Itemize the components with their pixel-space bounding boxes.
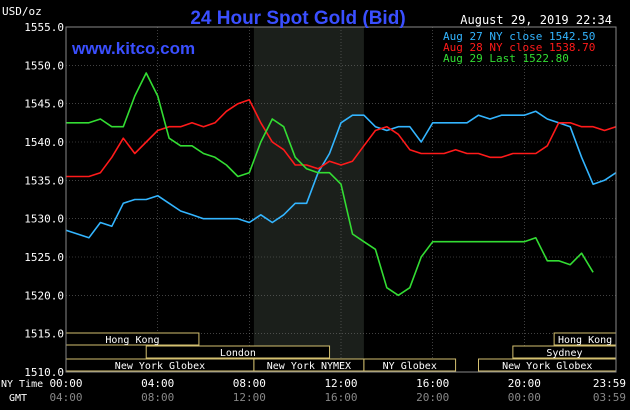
session-label: New York Globex bbox=[115, 361, 205, 372]
ny-time-tick-label: 23:59 bbox=[593, 377, 626, 390]
session-label: NY Globex bbox=[383, 361, 437, 372]
ny-time-tick-label: 08:00 bbox=[233, 377, 266, 390]
axis-layer: 1555.0 1550.0 1545.0 1540.0 1535.0 1530.0 1525… bbox=[24, 21, 626, 404]
ny-time-tick-label: 12:00 bbox=[324, 377, 357, 390]
chart-title: 24 Hour Spot Gold (Bid) bbox=[190, 8, 405, 29]
y-tick-label: 1550.0 bbox=[24, 59, 64, 72]
source-watermark: www.kitco.com bbox=[71, 39, 195, 58]
chart-timestamp: August 29, 2019 22:34 bbox=[460, 13, 612, 27]
legend-entry-aug27: Aug 27 NY close 1542.50 bbox=[443, 30, 595, 43]
ny-time-tick-label: 16:00 bbox=[416, 377, 449, 390]
y-tick-label: 1530.0 bbox=[24, 213, 64, 226]
nymex-shade-layer bbox=[253, 27, 364, 372]
gmt-tick-label: 03:59 bbox=[593, 391, 626, 404]
ny-time-tick-label: 20:00 bbox=[508, 377, 541, 390]
session-bar bbox=[363, 358, 457, 372]
gmt-axis-label: GMT bbox=[9, 393, 27, 404]
gmt-tick-label: 12:00 bbox=[233, 391, 266, 404]
legend: Aug 27 NY close 1542.50 Aug 28 NY close … bbox=[443, 30, 595, 65]
gmt-tick-label: 04:00 bbox=[49, 391, 82, 404]
series-layer bbox=[65, 72, 617, 297]
y-tick-label: 1510.0 bbox=[24, 366, 64, 379]
session-bars-layer: Hong Kong Hong Kong London Sydney New York G… bbox=[65, 332, 617, 372]
y-axis-unit-label: USD/oz bbox=[2, 5, 42, 18]
y-tick-label: 1520.0 bbox=[24, 289, 64, 302]
session-label: Sydney bbox=[546, 348, 582, 359]
series-line-aug-29 bbox=[66, 72, 594, 297]
session-label: Hong Kong bbox=[558, 335, 612, 346]
legend-entry-aug29: Aug 29 Last 1522.80 bbox=[443, 52, 569, 65]
ny-time-tick-label: 04:00 bbox=[141, 377, 174, 390]
gmt-tick-label: 20:00 bbox=[416, 391, 449, 404]
ny-time-tick-label: 00:00 bbox=[49, 377, 82, 390]
series-line-aug-27 bbox=[65, 110, 617, 239]
gmt-tick-label: 08:00 bbox=[141, 391, 174, 404]
nymex-session-shade bbox=[253, 27, 364, 372]
y-tick-label: 1525.0 bbox=[24, 251, 64, 264]
y-tick-label: 1540.0 bbox=[24, 136, 64, 149]
session-label: New York NYMEX bbox=[267, 361, 351, 372]
plot-frame bbox=[65, 26, 617, 373]
grid-layer bbox=[66, 26, 616, 373]
series-line-aug-28 bbox=[66, 99, 617, 178]
y-tick-label: 1555.0 bbox=[24, 21, 64, 34]
session-label: London bbox=[220, 348, 256, 359]
y-tick-label: 1545.0 bbox=[24, 98, 64, 111]
gmt-tick-label: 00:00 bbox=[508, 391, 541, 404]
y-tick-label: 1515.0 bbox=[24, 328, 64, 341]
gmt-tick-label: 16:00 bbox=[324, 391, 357, 404]
legend-entry-aug28: Aug 28 NY close 1538.70 bbox=[443, 41, 595, 54]
ny-time-axis-label: NY Time bbox=[1, 379, 43, 390]
session-label: Hong Kong bbox=[105, 335, 159, 346]
session-label: New York Globex bbox=[502, 361, 592, 372]
y-tick-label: 1535.0 bbox=[24, 174, 64, 187]
session-bar bbox=[145, 345, 331, 359]
